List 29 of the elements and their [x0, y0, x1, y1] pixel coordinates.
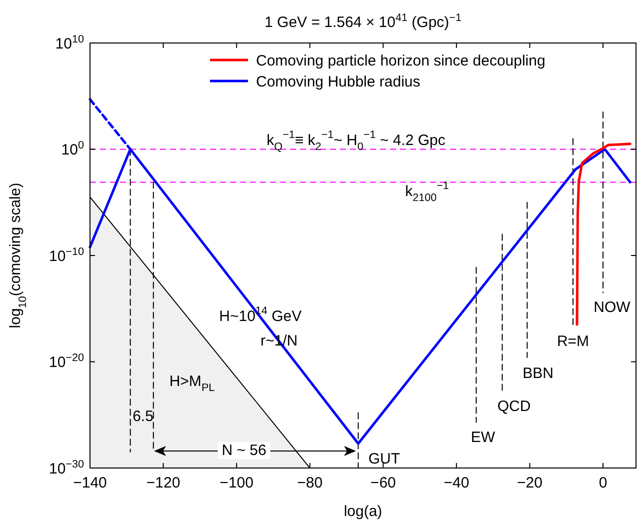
annotation: EW: [470, 428, 496, 446]
chart-title: 1 GeV = 1.564 × 10$^{41}$ (Gpc)$^{−1}$: [264, 12, 462, 31]
annotation: QCD: [497, 398, 531, 415]
x-tick-label: −120: [146, 474, 180, 492]
x-tick-label: −80: [297, 474, 323, 492]
y-tick-label: 10$^{−20}$: [48, 352, 84, 371]
x-tick-label: −60: [370, 474, 396, 492]
x-tick-label: −140: [73, 474, 107, 492]
annotation: N ~ 56: [222, 442, 266, 459]
legend-label: Comoving particle horizon since decoupling: [256, 52, 546, 70]
text: k$_{Q}$$^{−1}$≡ k$_{2}$$^{−1}$~ H$_{0}$$^{−1}$ ~ 4.2 Gpc: [266, 128, 446, 153]
x-tick-label: −40: [444, 474, 470, 492]
annotation: NOW: [594, 298, 632, 316]
annotation: H>M$_{PL}$: [169, 372, 215, 394]
legend-label: Comoving Hubble radius: [256, 73, 420, 90]
x-tick-label: −100: [220, 474, 254, 492]
x-axis-title: log(a): [344, 503, 382, 520]
y-tick-label: 10$^{10}$: [55, 33, 84, 52]
annotation: 6.5: [132, 408, 154, 425]
line-series: [576, 142, 632, 326]
annotation: H~10$^{14}$ GeV: [219, 304, 302, 326]
x-tick-label: 0: [598, 474, 608, 492]
y-tick-label: 10$^{0}$: [61, 140, 84, 158]
annotation: R=M: [556, 332, 590, 350]
x-tick-label: −20: [517, 474, 542, 492]
annotation: BBN: [522, 364, 554, 382]
annotation: GUT: [368, 450, 400, 468]
y-tick-label: 10$^{−10}$: [48, 246, 84, 265]
y-tick-label: 10$^{−30}$: [48, 458, 84, 478]
